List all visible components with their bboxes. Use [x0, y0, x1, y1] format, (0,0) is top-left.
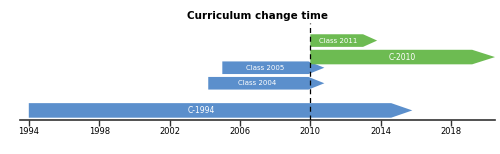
Text: C-2010: C-2010 — [389, 53, 416, 62]
Title: Curriculum change time: Curriculum change time — [187, 11, 328, 21]
Text: Class 2004: Class 2004 — [238, 80, 276, 86]
Polygon shape — [208, 77, 324, 90]
Text: C-1994: C-1994 — [188, 106, 215, 115]
Polygon shape — [29, 103, 412, 118]
Polygon shape — [310, 50, 495, 64]
Polygon shape — [222, 61, 324, 74]
Text: Class 2005: Class 2005 — [246, 65, 284, 71]
Text: Class 2011: Class 2011 — [319, 38, 358, 44]
Polygon shape — [310, 34, 377, 47]
